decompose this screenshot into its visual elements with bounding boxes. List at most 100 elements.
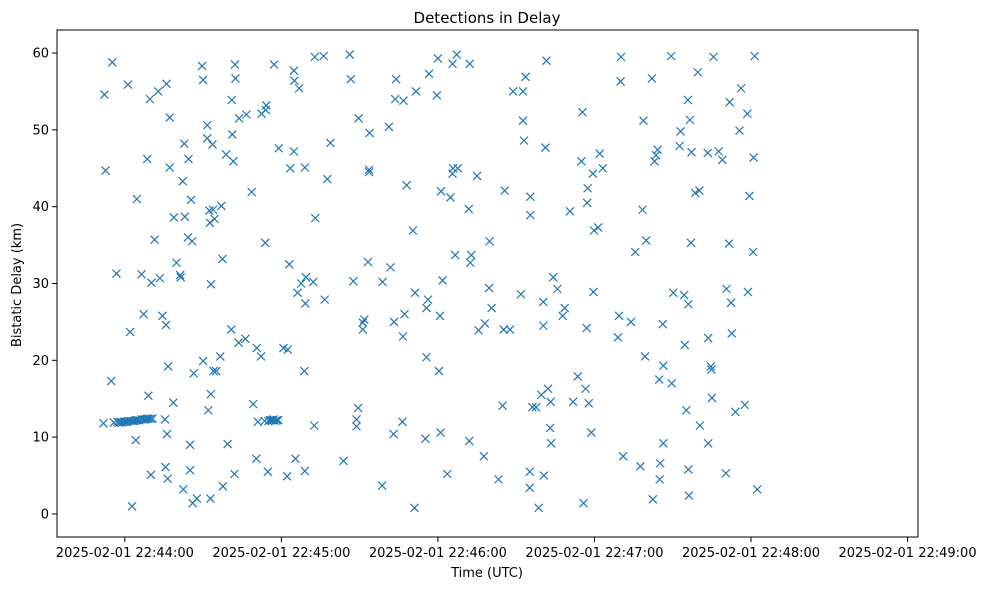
data-point (234, 338, 244, 348)
data-point (139, 309, 149, 319)
data-point (752, 484, 762, 494)
data-point (145, 414, 155, 424)
data-point (450, 250, 460, 260)
data-point (162, 429, 172, 439)
data-point (178, 484, 188, 494)
data-point (228, 156, 238, 166)
data-point (706, 365, 716, 374)
data-point (320, 295, 330, 305)
data-point (319, 51, 329, 61)
data-point (284, 259, 294, 269)
x-tick-label: 2025-02-01 22:47:00 (525, 546, 663, 561)
data-point (552, 284, 562, 294)
data-point (525, 467, 535, 477)
data-point (150, 235, 160, 245)
data-point (438, 276, 448, 285)
data-point (516, 289, 526, 299)
data-point (352, 415, 361, 424)
data-point (525, 483, 535, 493)
data-point (310, 213, 320, 223)
data-point (695, 421, 705, 431)
data-point (655, 474, 665, 484)
data-point (161, 320, 171, 330)
data-point (162, 79, 172, 89)
data-point (197, 61, 207, 71)
data-point (389, 429, 398, 439)
data-point (666, 51, 676, 61)
y-tick-label: 20 (32, 354, 49, 369)
data-point (202, 133, 212, 143)
data-point (296, 279, 306, 288)
x-tick-label: 2025-02-01 22:45:00 (212, 546, 350, 561)
data-point (641, 236, 651, 245)
data-point (683, 299, 693, 309)
data-point (432, 90, 442, 100)
data-point (683, 464, 693, 474)
data-point (377, 481, 387, 490)
data-point (725, 97, 735, 107)
data-point (301, 272, 311, 282)
data-point (686, 238, 696, 248)
data-point (205, 494, 215, 504)
data-point (205, 218, 215, 228)
data-point (227, 95, 237, 105)
data-point (679, 290, 689, 300)
data-point (683, 95, 693, 105)
x-axis-label: Time (UTC) (450, 566, 523, 581)
data-point (519, 136, 529, 146)
data-point (717, 155, 727, 165)
data-point (359, 315, 369, 325)
data-point (726, 298, 736, 308)
data-point (681, 405, 691, 415)
data-point (217, 254, 227, 264)
data-point (508, 87, 518, 96)
data-point (125, 327, 135, 337)
data-point (155, 273, 165, 283)
data-point (216, 201, 226, 211)
data-point (706, 362, 716, 371)
data-point (398, 417, 407, 427)
data-point (206, 389, 216, 399)
data-point (203, 405, 213, 415)
data-point (614, 311, 624, 321)
data-point (626, 317, 636, 327)
data-point (192, 494, 202, 504)
data-point (655, 458, 665, 468)
data-point (494, 474, 503, 484)
data-point (684, 491, 694, 500)
data-point (465, 258, 475, 268)
data-point (647, 73, 657, 83)
data-point (589, 226, 599, 235)
data-point (658, 319, 668, 329)
data-point (484, 283, 494, 293)
data-point (498, 401, 508, 411)
data-point (707, 393, 717, 403)
data-point (635, 461, 645, 471)
data-point (410, 288, 420, 298)
data-point (127, 501, 137, 511)
data-point (480, 319, 490, 328)
data-point (703, 148, 713, 158)
data-point (694, 186, 704, 195)
data-point (518, 87, 528, 96)
data-point (531, 402, 541, 412)
data-point (146, 470, 156, 480)
data-point (667, 378, 677, 388)
data-point (206, 279, 216, 289)
data-point (107, 57, 117, 67)
data-point (399, 96, 408, 106)
data-point (586, 428, 596, 437)
data-point (165, 113, 175, 122)
data-point (735, 126, 744, 136)
data-point (247, 187, 257, 197)
data-point (433, 53, 443, 63)
data-point (618, 451, 628, 461)
data-point (658, 438, 668, 448)
data-point (272, 415, 282, 425)
data-point (525, 192, 535, 202)
y-tick-label: 50 (32, 123, 49, 138)
data-point (709, 52, 718, 62)
data-point (123, 80, 133, 89)
data-point (187, 236, 197, 246)
